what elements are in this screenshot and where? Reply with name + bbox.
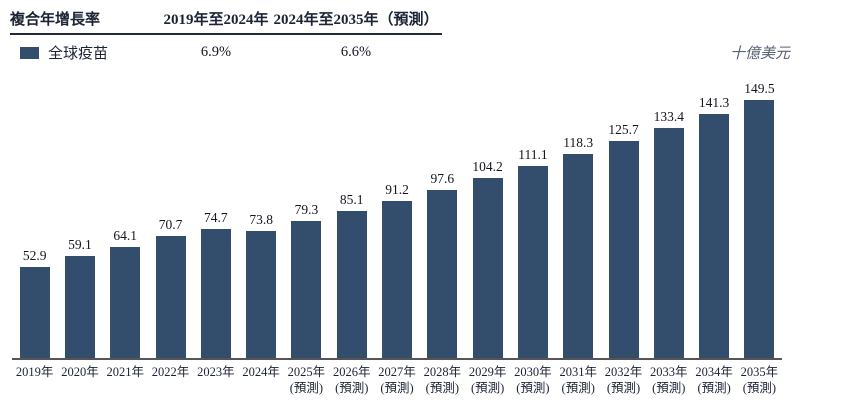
x-axis-line: [12, 358, 782, 360]
x-axis-labels: 2019年 2020年 2021年 2022年 2023年 2024年 2025年 (預測) 2…: [12, 364, 782, 396]
bar: [427, 189, 458, 358]
x-axis-label: 2024年: [242, 365, 280, 379]
bar-group: 74.7: [193, 210, 238, 358]
bar-group: 73.8: [238, 212, 283, 358]
x-axis-label: 2022年: [151, 365, 190, 379]
bar: [64, 256, 95, 358]
bar-chart: 52.9 59.1 64.1 70.7 74.7 73.8 79.3 85.1 91.2 97.6…: [12, 80, 782, 396]
x-axis-label: 2023年: [197, 365, 235, 379]
bar-value-label: 141.3: [698, 95, 730, 111]
bar: [517, 166, 548, 358]
bar: [744, 100, 775, 358]
x-axis-label: 2019年: [15, 365, 54, 379]
x-axis-label: 2021年: [106, 365, 144, 379]
bar: [608, 141, 639, 358]
bar-value-label: 133.4: [653, 108, 684, 124]
bar-group: 59.1: [57, 237, 102, 358]
cagr-metric-header: 複合年增長率: [10, 12, 101, 28]
bar-group: 91.2: [374, 182, 419, 358]
x-axis-label: 2028年 (預測): [423, 365, 462, 395]
cagr-value-period1: 6.9%: [200, 44, 232, 60]
cagr-table-data-row: 全球疫苗 6.9% 6.6%: [10, 35, 442, 63]
bar-value-label: 125.7: [608, 122, 639, 138]
axis-unit-label: 十億美元: [729, 46, 790, 62]
bar-group: 85.1: [329, 192, 374, 358]
bar-value-label: 118.3: [563, 134, 594, 150]
cagr-period1-header: 2019年至2024年: [163, 12, 269, 28]
bar: [653, 127, 684, 358]
x-axis-label: 2035年 (預測): [740, 365, 779, 395]
bar-group: 52.9: [12, 248, 57, 358]
x-axis-label: 2032年 (預測): [604, 365, 643, 395]
bar-group: 149.5: [737, 81, 782, 358]
bar-value-label: 64.1: [113, 228, 138, 244]
bar: [246, 230, 277, 358]
bar: [155, 236, 186, 358]
x-axis-label: 2029年 (預測): [468, 365, 507, 395]
bar: [19, 266, 50, 358]
cagr-table: 複合年增長率 2019年至2024年 2024年至2035年（預測） 全球疫苗 …: [10, 8, 442, 63]
bar-group: 79.3: [284, 202, 329, 358]
x-axis-label: 2034年 (預測): [695, 365, 733, 395]
x-axis-label: 2030年 (預測): [514, 365, 552, 395]
bar-value-label: 111.1: [518, 147, 548, 163]
bar-group: 97.6: [420, 171, 465, 358]
cagr-table-header-row: 複合年增長率 2019年至2024年 2024年至2035年（預測）: [10, 8, 442, 35]
bar-group: 141.3: [691, 95, 736, 358]
cagr-period2-header: 2024年至2035年（預測）: [273, 12, 439, 28]
bar-value-label: 74.7: [204, 210, 228, 226]
bar-value-label: 85.1: [339, 192, 364, 208]
bar: [382, 200, 413, 358]
x-axis-label: 2031年 (預測): [559, 365, 597, 395]
x-axis-label: 2020年: [61, 365, 99, 379]
legend-label: 全球疫苗: [48, 46, 109, 62]
bar: [200, 229, 231, 358]
bar-value-label: 79.3: [294, 202, 319, 218]
bar: [472, 178, 503, 358]
bar: [110, 247, 141, 358]
bar-group: 125.7: [601, 122, 646, 358]
bar-group: 118.3: [556, 135, 601, 358]
bar-value-label: 91.2: [385, 181, 409, 197]
bar-value-label: 149.5: [744, 81, 775, 96]
bar: [563, 153, 594, 358]
bars-row: 52.9 59.1 64.1 70.7 74.7 73.8 79.3 85.1 91.2 97.6…: [12, 80, 782, 358]
bar-value-label: 97.6: [430, 170, 455, 186]
x-axis-label: 2033年 (預測): [650, 365, 688, 395]
bar: [291, 221, 322, 358]
bar-value-label: 59.1: [68, 237, 92, 252]
bar-value-label: 52.9: [22, 247, 47, 263]
bar: [336, 211, 367, 358]
legend-swatch-icon: [20, 46, 39, 59]
x-axis-label: 2027年 (預測): [378, 365, 416, 395]
bar-group: 64.1: [103, 228, 148, 358]
bar-value-label: 70.7: [158, 217, 183, 232]
x-axis-label: 2026年 (預測): [332, 365, 371, 395]
cagr-value-period2: 6.6%: [340, 44, 372, 60]
bar-value-label: 73.8: [249, 211, 273, 227]
x-axis-label: 2025年 (預測): [287, 365, 326, 395]
bar-value-label: 104.2: [472, 159, 503, 175]
legend-item: 全球疫苗: [10, 42, 162, 63]
bar-group: 70.7: [148, 217, 193, 358]
bar-group: 104.2: [465, 159, 510, 358]
bar-group: 133.4: [646, 109, 691, 358]
bar: [699, 114, 730, 358]
bar-group: 111.1: [510, 147, 555, 358]
